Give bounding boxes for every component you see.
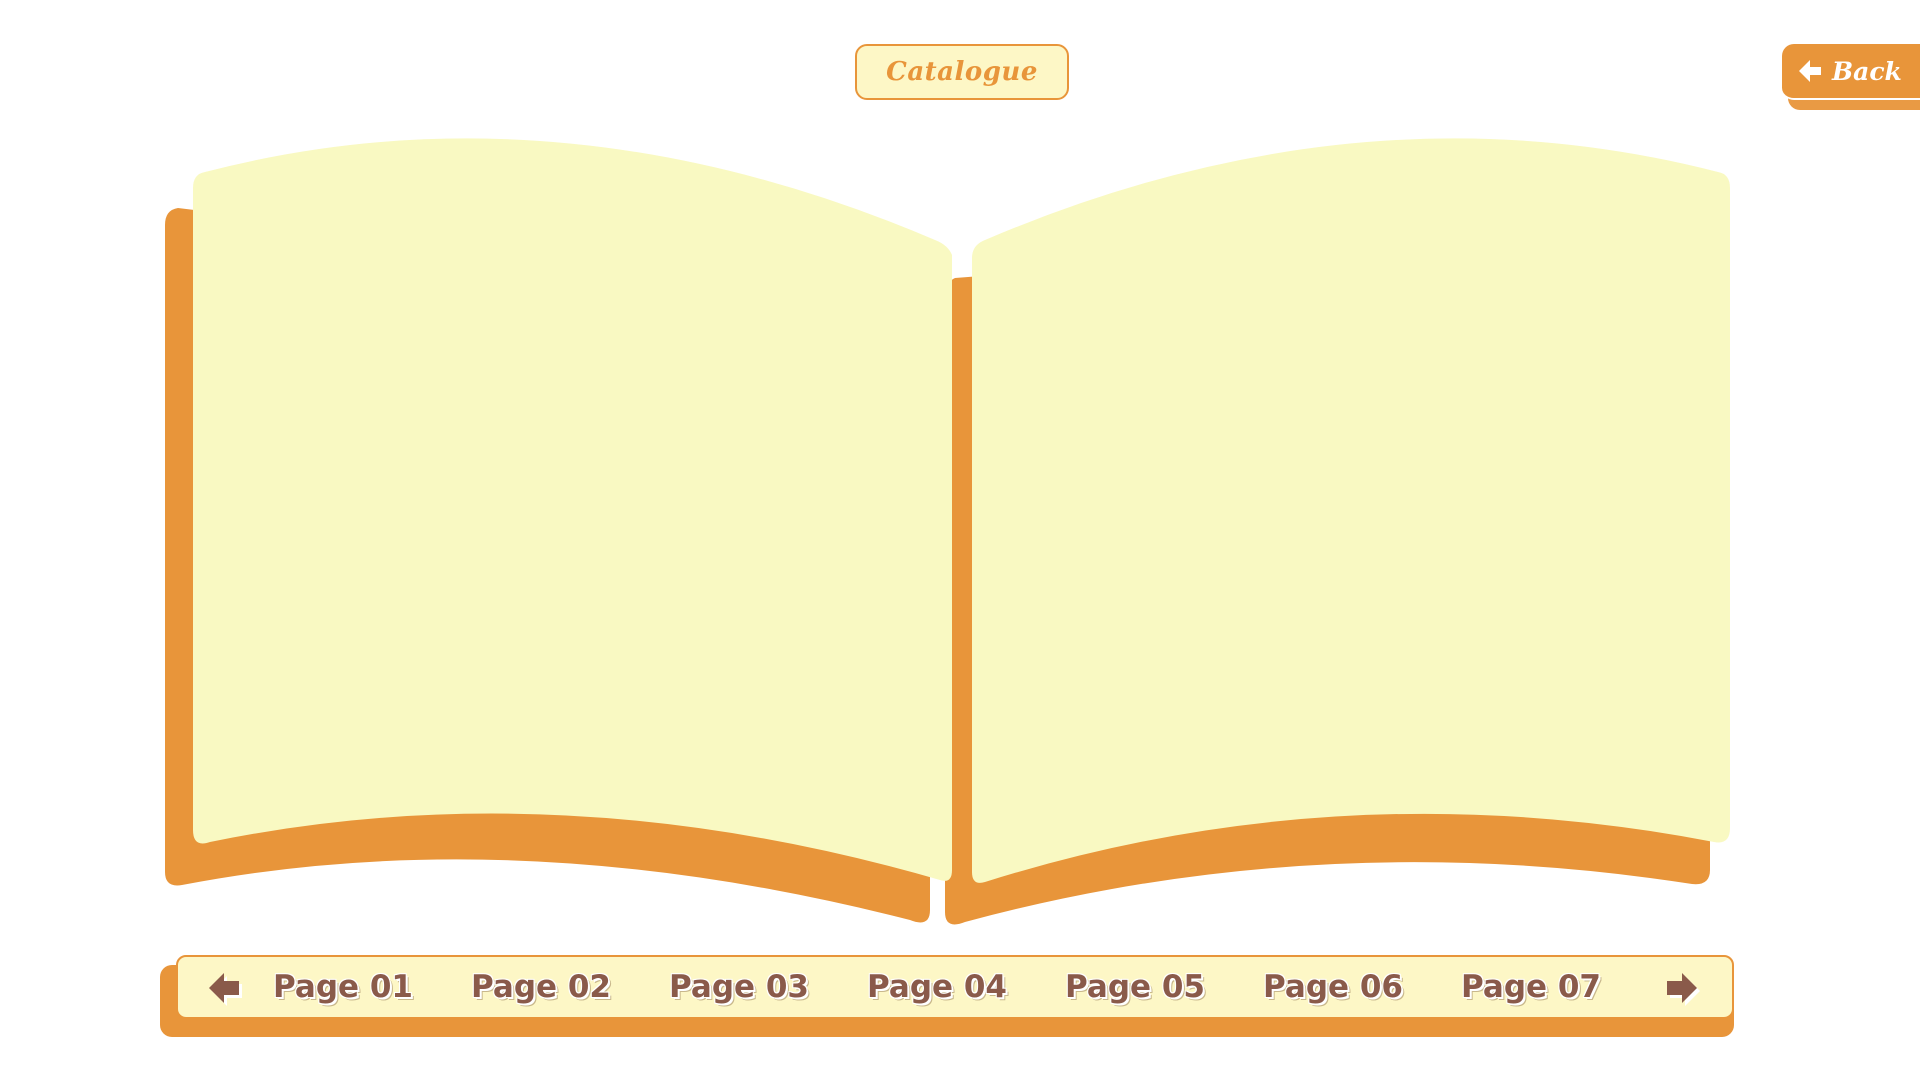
- page-bar-face: [176, 955, 1734, 1019]
- page-link-label: Page 03: [669, 969, 809, 1005]
- arrow-left-icon: [1799, 60, 1821, 82]
- catalogue-tab[interactable]: Catalogue: [855, 44, 1069, 100]
- back-label: Back: [1832, 56, 1902, 86]
- page-link-label: Page 04: [867, 969, 1007, 1005]
- book-page-right: [972, 138, 1730, 883]
- catalogue-label: Catalogue: [886, 57, 1038, 87]
- arrow-left-icon[interactable]: [204, 969, 244, 1007]
- page-link-03[interactable]: Page 03: [669, 965, 809, 1009]
- book-page-left: [193, 138, 952, 881]
- page-link-label: Page 01: [273, 969, 413, 1005]
- back-button[interactable]: Back: [1782, 44, 1920, 110]
- page-link-01[interactable]: Page 01: [273, 965, 413, 1009]
- arrow-right-icon[interactable]: [1662, 969, 1702, 1007]
- page-link-02[interactable]: Page 02: [471, 965, 611, 1009]
- back-button-face: Back: [1782, 44, 1920, 100]
- page-link-07[interactable]: Page 07: [1461, 965, 1601, 1009]
- page-link-label: Page 02: [471, 969, 611, 1005]
- page-navigation-bar: Page 01 Page 02 Page 03 Page 04 Page 05 …: [160, 955, 1734, 1039]
- page-link-06[interactable]: Page 06: [1263, 965, 1403, 1009]
- page-link-label: Page 05: [1065, 969, 1205, 1005]
- page-link-05[interactable]: Page 05: [1065, 965, 1205, 1009]
- page-link-label: Page 07: [1461, 969, 1601, 1005]
- page-link-04[interactable]: Page 04: [867, 965, 1007, 1009]
- page-link-label: Page 06: [1263, 969, 1403, 1005]
